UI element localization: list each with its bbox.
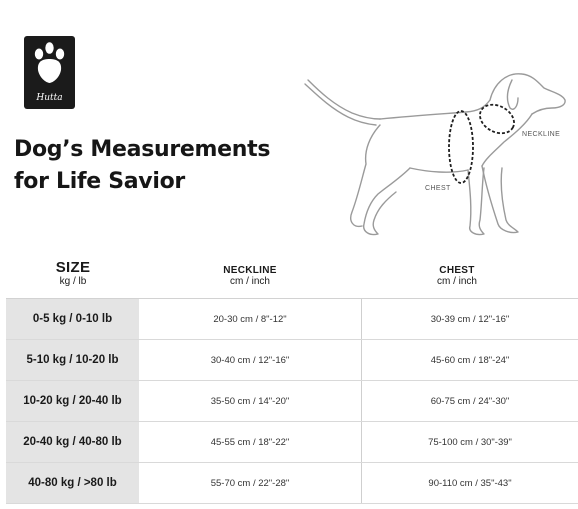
table-row: 40-80 kg / >80 lb 55-70 cm / 22"-28" 90-… — [6, 463, 578, 504]
neckline-cell: 35-50 cm / 14"-20" — [139, 381, 362, 421]
size-table: 0-5 kg / 0-10 lb 20-30 cm / 8"-12" 30-39… — [6, 298, 578, 504]
chest-column-header: CHEST cm / inch — [394, 265, 520, 287]
chest-cell: 75-100 cm / 30"-39" — [428, 436, 512, 448]
chest-cell: 45-60 cm / 18"-24" — [430, 354, 510, 366]
size-cell: 20-40 kg / 40-80 lb — [6, 422, 139, 462]
chest-header-title: CHEST — [439, 265, 475, 276]
page-title: Dog’s Measurements for Life Savior — [14, 134, 270, 198]
neckline-column-header: NECKLINE cm / inch — [187, 265, 313, 287]
logo-wordmark: Hutta — [36, 93, 63, 103]
table-row: 5-10 kg / 10-20 lb 30-40 cm / 12"-16" 45… — [6, 340, 578, 381]
table-row: 20-40 kg / 40-80 lb 45-55 cm / 18"-22" 7… — [6, 422, 578, 463]
size-cell: 40-80 kg / >80 lb — [6, 463, 139, 503]
neckline-cell: 45-55 cm / 18"-22" — [139, 422, 362, 462]
brand-logo: Hutta — [24, 36, 75, 109]
size-cell: 0-5 kg / 0-10 lb — [6, 299, 139, 339]
title-line-1: Dog’s Measurements — [14, 137, 271, 162]
size-header-unit: kg / lb — [59, 276, 87, 287]
title-line-2: for Life Savior — [14, 169, 185, 194]
table-row: 10-20 kg / 20-40 lb 35-50 cm / 14"-20" 6… — [6, 381, 578, 422]
neckline-cell: 55-70 cm / 22"-28" — [139, 463, 362, 503]
chest-label: CHEST — [425, 185, 451, 192]
size-column-header: SIZE kg / lb — [18, 259, 128, 287]
chest-header-unit: cm / inch — [436, 276, 477, 287]
size-cell: 5-10 kg / 10-20 lb — [6, 340, 139, 380]
dog-measurement-diagram — [304, 73, 566, 236]
neckline-label: NECKLINE — [522, 131, 561, 138]
table-row: 0-5 kg / 0-10 lb 20-30 cm / 8"-12" 30-39… — [6, 299, 578, 340]
size-cell: 10-20 kg / 20-40 lb — [6, 381, 139, 421]
chest-cell: 30-39 cm / 12"-16" — [430, 313, 510, 325]
neckline-cell: 20-30 cm / 8"-12" — [139, 299, 362, 339]
neckline-header-unit: cm / inch — [229, 276, 270, 287]
chest-cell: 90-110 cm / 35"-43" — [428, 477, 512, 489]
neckline-measure-line — [479, 103, 515, 135]
size-header-title: SIZE — [55, 259, 91, 276]
neckline-cell: 30-40 cm / 12"-16" — [139, 340, 362, 380]
chest-cell: 60-75 cm / 24"-30" — [430, 395, 510, 407]
neckline-header-title: NECKLINE — [223, 265, 277, 276]
paw-icon — [34, 42, 65, 83]
chest-measure-line — [448, 110, 474, 184]
dog-outline — [304, 73, 566, 236]
